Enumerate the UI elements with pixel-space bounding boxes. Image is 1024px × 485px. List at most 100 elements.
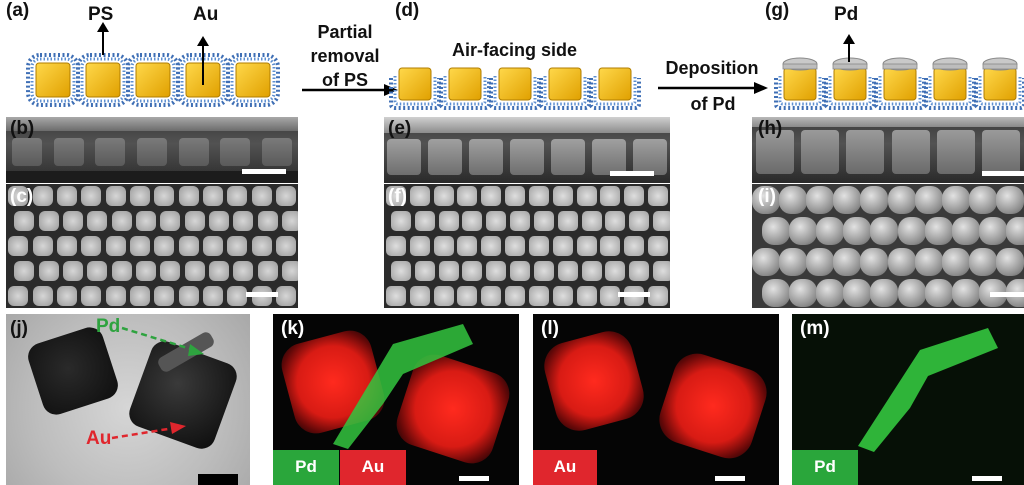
nanocube-image [891,130,930,174]
nanocube-image [788,278,817,307]
nanocube-image [510,139,544,175]
nanocube-image [914,247,943,276]
nanocube-icon [76,53,130,107]
sem-side-b [6,117,298,183]
nanocube-image [438,211,459,232]
nanocube-image [14,211,35,232]
nanocube-image [227,285,248,306]
nanocube-image [605,260,626,281]
step-text: removal [310,46,380,66]
nanocube-image [952,278,980,307]
nanocube-image [135,260,156,281]
panel-label-i: (i) [758,186,776,207]
nanocube-image [251,186,272,207]
nanocube-image [208,260,229,281]
nanocube-image [843,278,872,307]
scale-bar [610,171,654,176]
nanocube-image [486,211,507,232]
nanocube-image [62,260,83,281]
nanocube-image [428,139,463,175]
nanocube-image [581,260,602,281]
nanocube-image [528,236,549,256]
nanocube-image [56,186,77,207]
nanocube-image [390,260,411,281]
nanocube-image [505,285,526,306]
nanocube-image [184,211,205,232]
nanocube-image [87,260,108,281]
ps-label: PS [88,4,114,25]
nanocube-image [385,236,406,256]
nanocube-image [137,138,167,166]
nanocube-image [457,285,478,306]
nanocube-image [154,236,175,256]
nanocube-image [202,186,223,207]
panel-label-m: (m) [800,318,830,339]
nanocube-image [53,138,84,166]
nanocube-image [56,236,77,256]
right-arrow-icon [658,82,768,94]
nanocube-image [755,130,794,174]
au-arrow-label: Au [86,428,112,449]
panel-label-j: (j) [10,318,28,339]
nanocube-image [11,138,42,166]
nanocube-image [281,211,298,232]
nanocube-image [62,211,83,232]
sem-side-e [384,117,670,183]
step-deposition-2: of Pd [668,92,758,116]
nanocube-image [942,185,970,214]
panel-label-c: (c) [10,186,34,207]
nanocube-image [160,260,181,281]
nanocube-image [8,186,29,207]
nanocube-image [87,211,108,232]
schematic-a [26,22,280,107]
step-partial-removal: Partial removal of PS [300,20,390,92]
nanocube-image [257,211,278,232]
nanocube-image [533,211,554,232]
nanocube-image [32,236,53,256]
scale-bar [198,474,238,485]
nanocube-image [457,236,478,256]
nanocube-image [969,185,998,214]
nanocube-image [648,186,669,207]
nanocube-image [81,186,102,207]
panel-label-a: (a) [6,0,30,21]
nanocube-image [833,247,862,276]
nanocube-image [178,285,199,306]
scale-bar [972,476,1002,481]
scale-bar [618,292,650,297]
nanocube-image [387,139,422,175]
au-label: Au [193,4,219,25]
scale-bar [982,171,1024,176]
nanocube-image [752,247,780,276]
panel-label-l: (l) [541,318,559,339]
nanocube-image [576,285,597,306]
nanocube-image [385,186,406,207]
scale-bar [246,292,278,297]
nanocube-image [914,185,943,214]
nanocube-image [648,236,669,256]
nanocube-image [600,186,621,207]
nanocube-image [778,185,807,214]
nanocube-image [469,139,504,175]
panel-label-k: (k) [281,318,305,339]
legend-chip-au: Au [340,450,406,485]
nanocube-image [481,285,502,306]
nanocube-image [202,285,223,306]
nanocube-image [924,216,953,245]
nanocube-image [1006,216,1024,245]
nanocube-image [843,216,872,245]
nanocube-image [160,211,181,232]
nanocube-image [233,260,254,281]
nanocube-image [788,216,817,245]
nanocube-image [624,236,645,256]
nanocube-image [251,236,272,256]
nanocube-image [952,216,980,245]
nanocube-image [409,285,430,306]
nanocube-image [557,260,578,281]
schematic-d [389,66,641,110]
step-text: of PS [321,70,368,90]
nanocube-image [897,216,926,245]
nanocube-image [528,186,549,207]
tem-image-j [6,314,250,485]
nanocube-image [806,185,834,214]
